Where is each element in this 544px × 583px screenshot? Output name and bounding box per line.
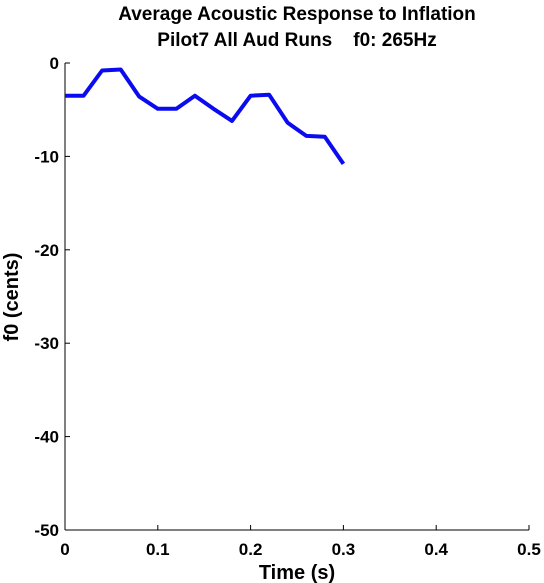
x-tick-label: 0.2	[239, 540, 263, 559]
x-tick-label: 0.5	[517, 540, 541, 559]
y-tick-label: -30	[34, 334, 59, 353]
plot-area	[64, 67, 346, 166]
x-tick-label: 0.1	[146, 540, 170, 559]
y-tick-label: -10	[34, 147, 59, 166]
ticks: 0 0.1 0.2 0.3 0.4 0.5 0 -10 -20 -30 -40 -50	[34, 54, 540, 559]
chart-subtitle: Pilot7 All Aud Runs f0: 265Hz	[157, 30, 436, 51]
y-tick-label: -50	[34, 521, 59, 540]
x-tick-label: 0.3	[332, 540, 356, 559]
y-tick-label: -20	[34, 241, 59, 260]
x-tick-label: 0.4	[424, 540, 448, 559]
x-tick-label: 0	[60, 540, 69, 559]
chart-title: Average Acoustic Response to Inflation	[118, 4, 476, 25]
axes	[64, 63, 529, 531]
y-axis-label: f0 (cents)	[1, 253, 23, 342]
y-tick-label: -40	[34, 428, 59, 447]
series-line	[65, 67, 346, 166]
y-tick-label: 0	[50, 54, 59, 73]
x-axis-label: Time (s)	[259, 562, 335, 583]
